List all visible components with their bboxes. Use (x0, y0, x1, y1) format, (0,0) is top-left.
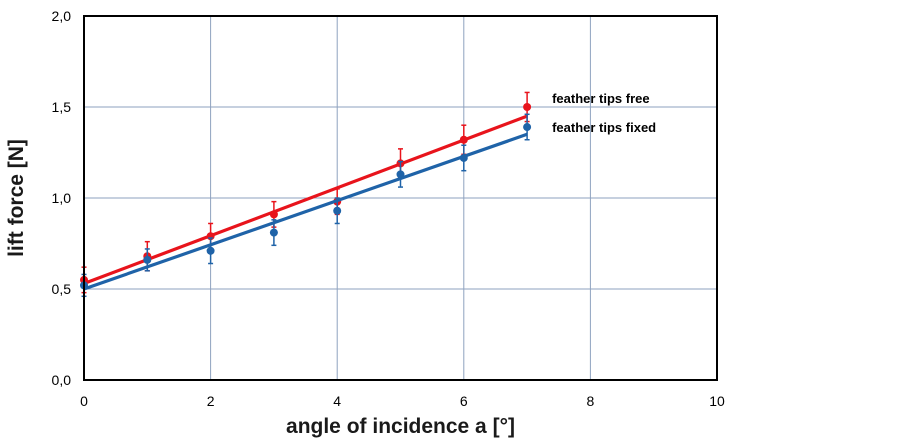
y-tick-label: 0,0 (52, 372, 72, 388)
fit-line (83, 114, 528, 286)
series-label-2: feather tips fixed (552, 120, 656, 135)
grid-lines (84, 16, 717, 380)
y-tick-label: 0,5 (52, 281, 72, 297)
data-point (143, 255, 152, 264)
y-tick-label: 1,0 (52, 190, 72, 206)
data-point (459, 135, 468, 144)
data-point (523, 123, 532, 132)
y-axis-title: lift force [N] (5, 139, 28, 257)
plot-frame (83, 15, 718, 381)
plot-marks (80, 91, 532, 298)
data-point (396, 170, 405, 179)
data-point (269, 228, 278, 237)
tick-labels: 0 2 4 6 8 10 0,0 0,5 1,0 1,5 2,0 (52, 8, 725, 409)
x-tick-label: 10 (709, 393, 725, 409)
y-tick-label: 1,5 (52, 99, 72, 115)
data-point (269, 210, 278, 219)
x-axis-title: angle of incidence a [°] (286, 415, 515, 438)
data-point (333, 206, 342, 215)
data-point (459, 153, 468, 162)
x-tick-label: 6 (460, 393, 468, 409)
series-label-1: feather tips free (552, 91, 650, 106)
y-tick-label: 2,0 (52, 8, 72, 24)
x-tick-label: 4 (333, 393, 341, 409)
x-tick-label: 2 (207, 393, 215, 409)
data-point (523, 103, 532, 111)
x-tick-label: 8 (587, 393, 595, 409)
fit-line (83, 132, 528, 291)
series-labels: feather tips free feather tips fixed (552, 91, 656, 135)
x-tick-label: 0 (80, 393, 88, 409)
data-point (206, 246, 215, 255)
